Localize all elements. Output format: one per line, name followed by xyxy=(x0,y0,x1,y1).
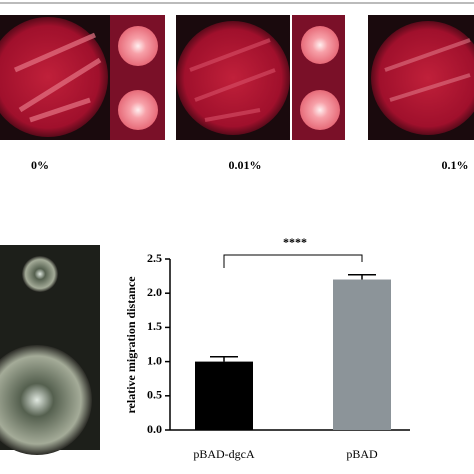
y-tick-label: 0.5 xyxy=(147,388,162,402)
bar xyxy=(333,279,391,430)
y-tick-label: 0.0 xyxy=(147,422,162,436)
significance-bracket xyxy=(223,254,363,268)
concentration-label: 0% xyxy=(31,158,49,172)
plate-photos xyxy=(0,15,474,140)
y-tick-label: 2.0 xyxy=(147,285,162,299)
concentration-label: 0.01% xyxy=(229,158,262,172)
concentration-label: 0.1% xyxy=(442,158,469,172)
error-bar xyxy=(210,356,238,362)
y-tick-label: 2.5 xyxy=(147,251,162,265)
bar xyxy=(195,361,253,430)
y-axis-label: relative migration distance xyxy=(124,276,138,414)
error-bar xyxy=(348,273,376,280)
x-tick-label: pBAD xyxy=(346,447,378,461)
y-tick-label: 1.5 xyxy=(147,319,162,333)
x-tick-label: pBAD-dgcA xyxy=(193,447,255,461)
swarm-photos xyxy=(0,245,100,455)
y-tick-label: 1.0 xyxy=(147,353,162,367)
significance-label: **** xyxy=(283,235,307,249)
